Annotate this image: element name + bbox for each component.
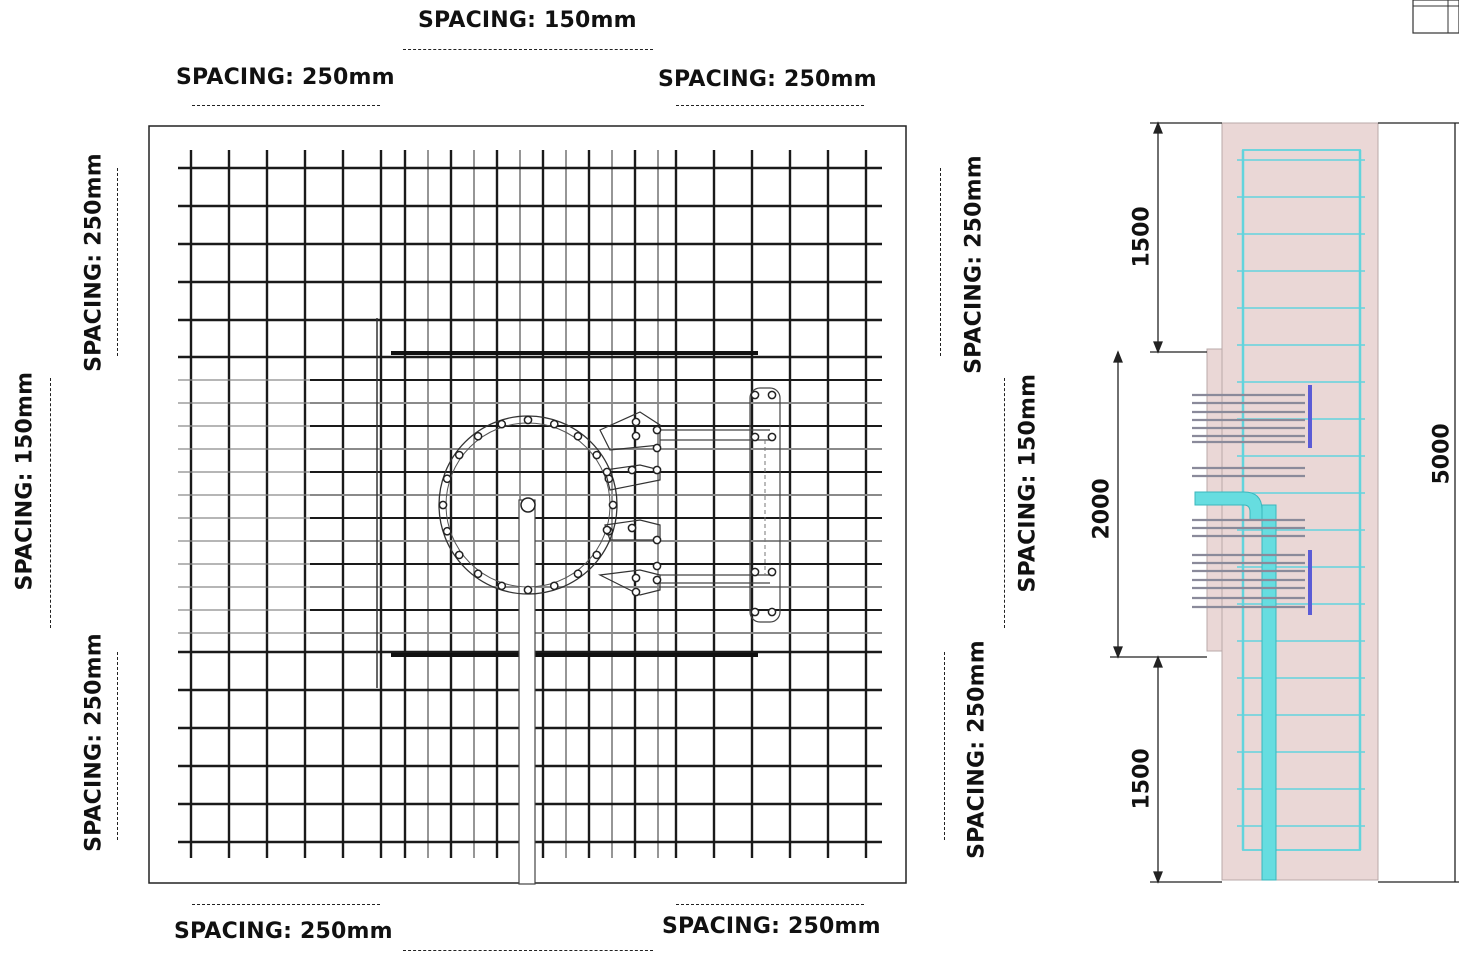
- flange-bolt: [573, 431, 583, 441]
- dimension-2000: 2000: [1089, 478, 1115, 540]
- anchor-bolt: [631, 587, 641, 597]
- label-right-mid: SPACING: 150mm: [1015, 373, 1041, 593]
- flange-bolt: [454, 550, 464, 560]
- horizontal-rebars: [178, 166, 882, 844]
- flange-bolt: [497, 419, 507, 429]
- flange-bolt: [592, 550, 602, 560]
- flange-bolt: [549, 419, 559, 429]
- dim-left-mid: [50, 378, 51, 628]
- section-anchor-bars: [1192, 393, 1305, 609]
- label-bottom-right: SPACING: 250mm: [662, 914, 881, 939]
- dim-top-right: [676, 105, 864, 106]
- dimension-line-left: [1110, 121, 1222, 884]
- flange-bolt: [442, 474, 452, 484]
- dim-right-top: [940, 168, 941, 356]
- anchor-bolt: [631, 431, 641, 441]
- anchor-bolt: [652, 443, 662, 453]
- anchor-bolt: [767, 432, 777, 442]
- anchor-plate-right: [749, 387, 781, 623]
- anchor-bolt: [652, 575, 662, 585]
- flange-bolt: [442, 526, 452, 536]
- label-bottom-left: SPACING: 250mm: [174, 919, 393, 944]
- anchor-arm-low: [604, 519, 661, 541]
- anchor-bolt: [652, 465, 662, 475]
- anchor-bolt: [627, 465, 637, 475]
- flange-bolt: [473, 431, 483, 441]
- label-left-mid: SPACING: 150mm: [12, 371, 38, 591]
- flange-bolt: [523, 585, 533, 595]
- dim-right-mid: [1004, 378, 1005, 628]
- dim-left-top: [117, 168, 118, 356]
- flange-bolt: [438, 500, 448, 510]
- dim-bottom-left: [192, 904, 380, 905]
- anchor-bolt: [602, 467, 612, 477]
- dim-right-bottom: [944, 652, 945, 840]
- section-pipe-bend: [1194, 491, 1263, 521]
- dimension-5000: 5000: [1429, 423, 1455, 485]
- dim-top-center: [403, 49, 653, 50]
- vertical-rebars: [189, 150, 868, 858]
- anchor-bolt: [750, 607, 760, 617]
- label-left-top: SPACING: 250mm: [81, 153, 107, 372]
- dimension-1500-bottom: 1500: [1129, 748, 1155, 810]
- dim-left-bottom: [117, 652, 118, 840]
- anchor-bolt: [767, 567, 777, 577]
- anchor-bolt: [750, 567, 760, 577]
- section-pipe: [1261, 504, 1277, 881]
- label-right-top: SPACING: 250mm: [961, 155, 987, 374]
- anchor-bolt: [602, 525, 612, 535]
- anchor-bolt: [750, 432, 760, 442]
- dimension-line-right: [1378, 122, 1459, 883]
- label-left-bottom: SPACING: 250mm: [81, 633, 107, 852]
- flange-bolt: [523, 415, 533, 425]
- label-top-center: SPACING: 150mm: [418, 8, 637, 33]
- flange-bolt: [573, 569, 583, 579]
- anchor-bolt: [631, 417, 641, 427]
- label-top-right: SPACING: 250mm: [658, 67, 877, 92]
- anchor-arm-top: [599, 411, 661, 451]
- flange-bolt: [454, 450, 464, 460]
- anchor-bolt: [652, 535, 662, 545]
- flange-bolt: [497, 581, 507, 591]
- dim-bottom-right: [676, 904, 864, 905]
- label-right-bottom: SPACING: 250mm: [964, 640, 990, 859]
- anchor-bolt: [652, 561, 662, 571]
- dim-bottom-center: [403, 950, 653, 951]
- anchor-arm-mid: [604, 464, 661, 491]
- dimension-1500-top: 1500: [1129, 206, 1155, 268]
- anchor-bolt: [750, 390, 760, 400]
- flange-bolt: [473, 569, 483, 579]
- anchor-bolt: [652, 425, 662, 435]
- flange-bolt: [608, 500, 618, 510]
- title-block-corner: [1412, 0, 1459, 34]
- flange-bolt: [592, 450, 602, 460]
- anchor-bolt: [627, 523, 637, 533]
- anchor-bolt: [767, 390, 777, 400]
- dim-top-left: [192, 105, 380, 106]
- anchor-bolts: [602, 390, 777, 617]
- pipe-hole: [520, 497, 536, 513]
- flange-bolt: [549, 581, 559, 591]
- label-top-left: SPACING: 250mm: [176, 65, 395, 90]
- anchor-bolt: [631, 573, 641, 583]
- anchor-bolt: [767, 607, 777, 617]
